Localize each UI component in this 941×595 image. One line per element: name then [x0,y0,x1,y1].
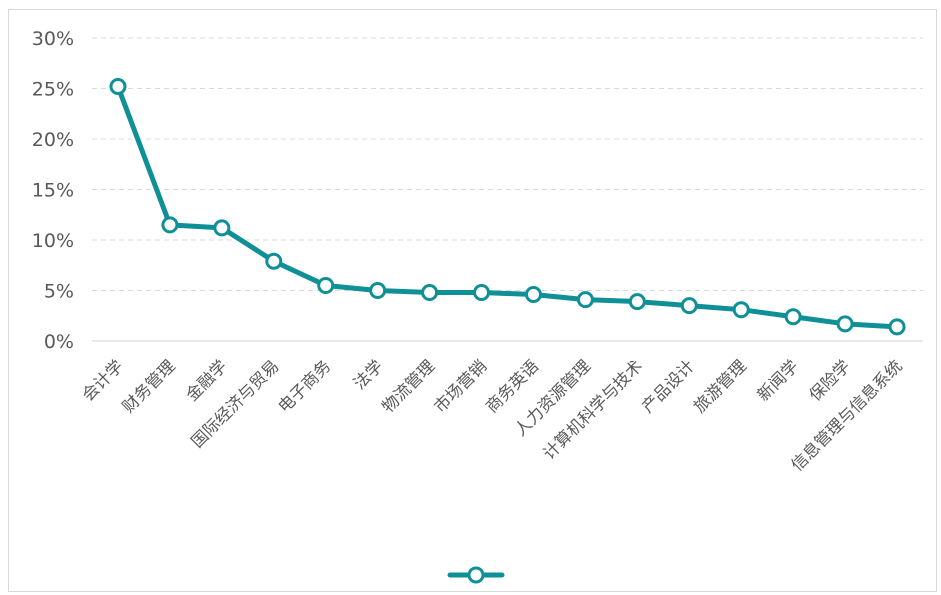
data-point [265,252,283,270]
x-tick-label: 电子商务 [274,356,334,416]
data-point [576,291,594,309]
legend [447,566,505,584]
legend-marker [467,566,485,584]
data-point [680,297,698,315]
y-tick-label: 5% [44,281,74,303]
data-point [421,284,439,302]
x-tick-label: 金融学 [182,356,230,404]
data-point [317,276,335,294]
y-tick-label: 25% [32,79,74,101]
data-point [369,282,387,299]
y-tick-label: 0% [44,331,74,353]
y-tick-label: 15% [32,180,74,202]
data-point [524,286,542,304]
x-tick-label: 新闻学 [754,356,802,404]
y-tick-label: 10% [32,230,74,252]
y-axis-ticks: 0% 5% 10% 15% 20% 25% 30% [32,28,74,353]
x-tick-label: 物流管理 [378,356,438,416]
y-tick-label: 20% [32,129,74,151]
x-tick-label: 会计学 [78,356,126,404]
series-line-group [109,77,906,336]
data-point [784,308,802,326]
data-point [213,219,231,237]
data-point [109,77,127,95]
chart-frame [8,9,937,592]
x-tick-label: 旅游管理 [690,356,750,416]
x-tick-label: 市场营销 [430,356,490,416]
x-tick-label: 计算机科学与技术 [539,356,646,463]
x-tick-label: 财务管理 [119,356,179,416]
series-line [115,83,900,330]
data-point [473,284,491,302]
data-point [836,315,854,333]
x-tick-label: 法学 [350,356,387,393]
gridlines [92,37,923,342]
data-point [732,301,750,319]
data-point [161,216,179,234]
data-point [888,318,906,336]
x-tick-label: 保险学 [805,356,853,404]
x-tick-label: 产品设计 [638,356,698,416]
y-tick-label: 30% [32,28,74,50]
data-point [628,293,646,311]
